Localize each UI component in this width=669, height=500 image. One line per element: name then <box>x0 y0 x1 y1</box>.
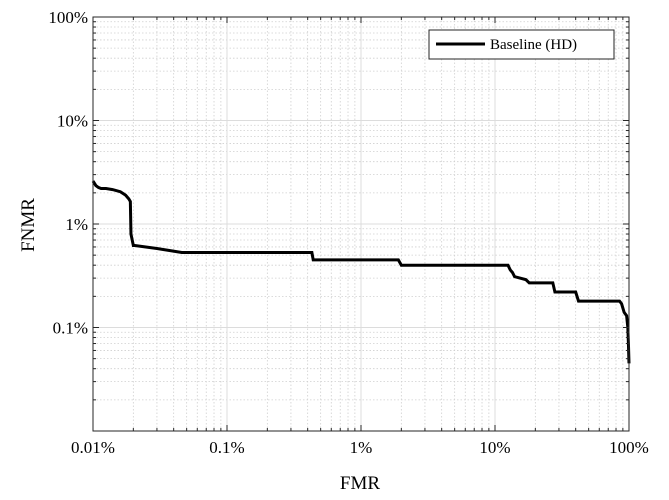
y-axis-label: FNMR <box>18 198 39 252</box>
x-axis-label: FMR <box>340 473 380 494</box>
tick-label-layer: 0.01% 0.1% 1% 10% 100% 0.1% 1% 10% 100% <box>48 8 649 457</box>
x-tick-label: 1% <box>350 438 373 457</box>
legend-series-label: Baseline (HD) <box>490 37 577 53</box>
legend: Baseline (HD) <box>428 29 615 60</box>
y-tick-label: 1% <box>65 215 88 234</box>
x-tick-label: 100% <box>609 438 649 457</box>
axes-layer <box>92 16 630 432</box>
x-tick-label: 0.1% <box>209 438 244 457</box>
y-tick-label: 10% <box>57 112 88 131</box>
x-tick-label: 0.01% <box>71 438 115 457</box>
grid-layer <box>93 17 629 431</box>
series-line-0 <box>91 180 631 364</box>
series-layer <box>91 180 631 364</box>
x-tick-label: 10% <box>479 438 510 457</box>
y-tick-label: 100% <box>48 8 88 27</box>
y-tick-label: 0.1% <box>53 319 88 338</box>
